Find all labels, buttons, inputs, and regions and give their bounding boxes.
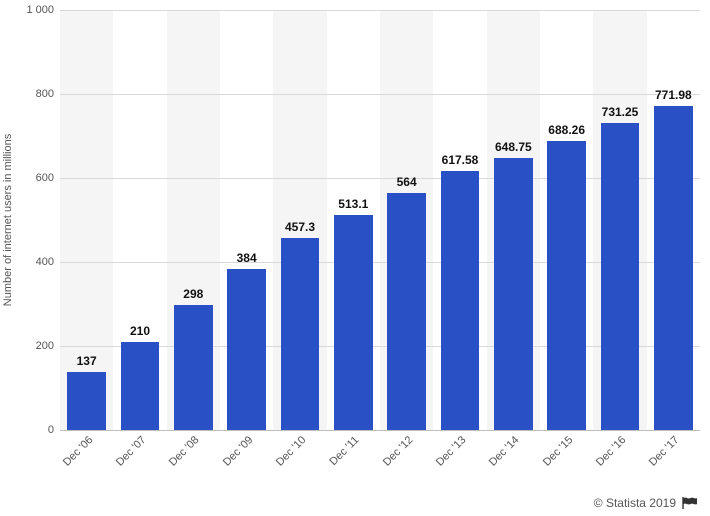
x-tick-label: Dec '12 — [371, 434, 415, 478]
bar-value-label: 617.58 — [441, 153, 479, 167]
flag-icon — [682, 497, 698, 509]
bar: 731.25 — [601, 123, 639, 430]
bar-value-label: 298 — [174, 287, 212, 301]
y-tick-label: 0 — [4, 424, 54, 436]
bar-value-label: 513.1 — [334, 197, 372, 211]
x-tick-label: Dec '07 — [105, 434, 149, 478]
y-axis-title: Number of internet users in millions — [2, 134, 14, 306]
bar-value-label: 648.75 — [494, 140, 532, 154]
bar: 384 — [227, 269, 265, 430]
x-tick-label: Dec '08 — [158, 434, 202, 478]
bar-value-label: 731.25 — [601, 105, 639, 119]
chart-container: Number of internet users in millions 0 20… — [0, 0, 710, 516]
attribution: © Statista 2019 — [594, 496, 698, 510]
bar: 617.58 — [441, 171, 479, 430]
bar: 137 — [67, 372, 105, 430]
bar-value-label: 457.3 — [281, 220, 319, 234]
x-tick-label: Dec '16 — [585, 434, 629, 478]
plot-area: 137 210 298 384 457.3 513.1 564 617.58 648.75 688… — [60, 10, 700, 430]
bar: 513.1 — [334, 215, 372, 431]
x-tick-label: Dec '17 — [638, 434, 682, 478]
bar-value-label: 771.98 — [654, 88, 692, 102]
bar-value-label: 210 — [121, 324, 159, 338]
y-tick-label: 200 — [4, 340, 54, 352]
x-axis-line — [60, 430, 700, 431]
bar: 648.75 — [494, 158, 532, 430]
bar-value-label: 137 — [67, 354, 105, 368]
x-tick-label: Dec '09 — [211, 434, 255, 478]
bar-value-label: 688.26 — [547, 123, 585, 137]
y-tick-label: 800 — [4, 88, 54, 100]
attribution-text: © Statista 2019 — [594, 496, 676, 510]
bar-value-label: 564 — [387, 175, 425, 189]
bars-group: 137 210 298 384 457.3 513.1 564 617.58 648.75 688… — [60, 10, 700, 430]
x-tick-label: Dec '06 — [51, 434, 95, 478]
bar: 771.98 — [654, 106, 692, 430]
bar: 210 — [121, 342, 159, 430]
y-tick-label: 400 — [4, 256, 54, 268]
bar-value-label: 384 — [227, 251, 265, 265]
x-tick-label: Dec '11 — [318, 434, 362, 478]
x-tick-label: Dec '15 — [531, 434, 575, 478]
bar: 457.3 — [281, 238, 319, 430]
bar: 298 — [174, 305, 212, 430]
bar: 564 — [387, 193, 425, 430]
y-tick-label: 600 — [4, 172, 54, 184]
bar: 688.26 — [547, 141, 585, 430]
x-tick-label: Dec '14 — [478, 434, 522, 478]
x-tick-label: Dec '13 — [425, 434, 469, 478]
x-tick-label: Dec '10 — [265, 434, 309, 478]
y-tick-label: 1 000 — [4, 4, 54, 16]
